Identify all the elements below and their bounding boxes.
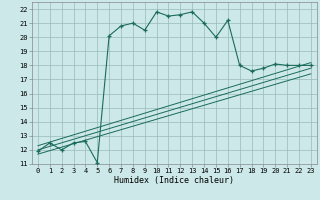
X-axis label: Humidex (Indice chaleur): Humidex (Indice chaleur) xyxy=(115,176,234,185)
